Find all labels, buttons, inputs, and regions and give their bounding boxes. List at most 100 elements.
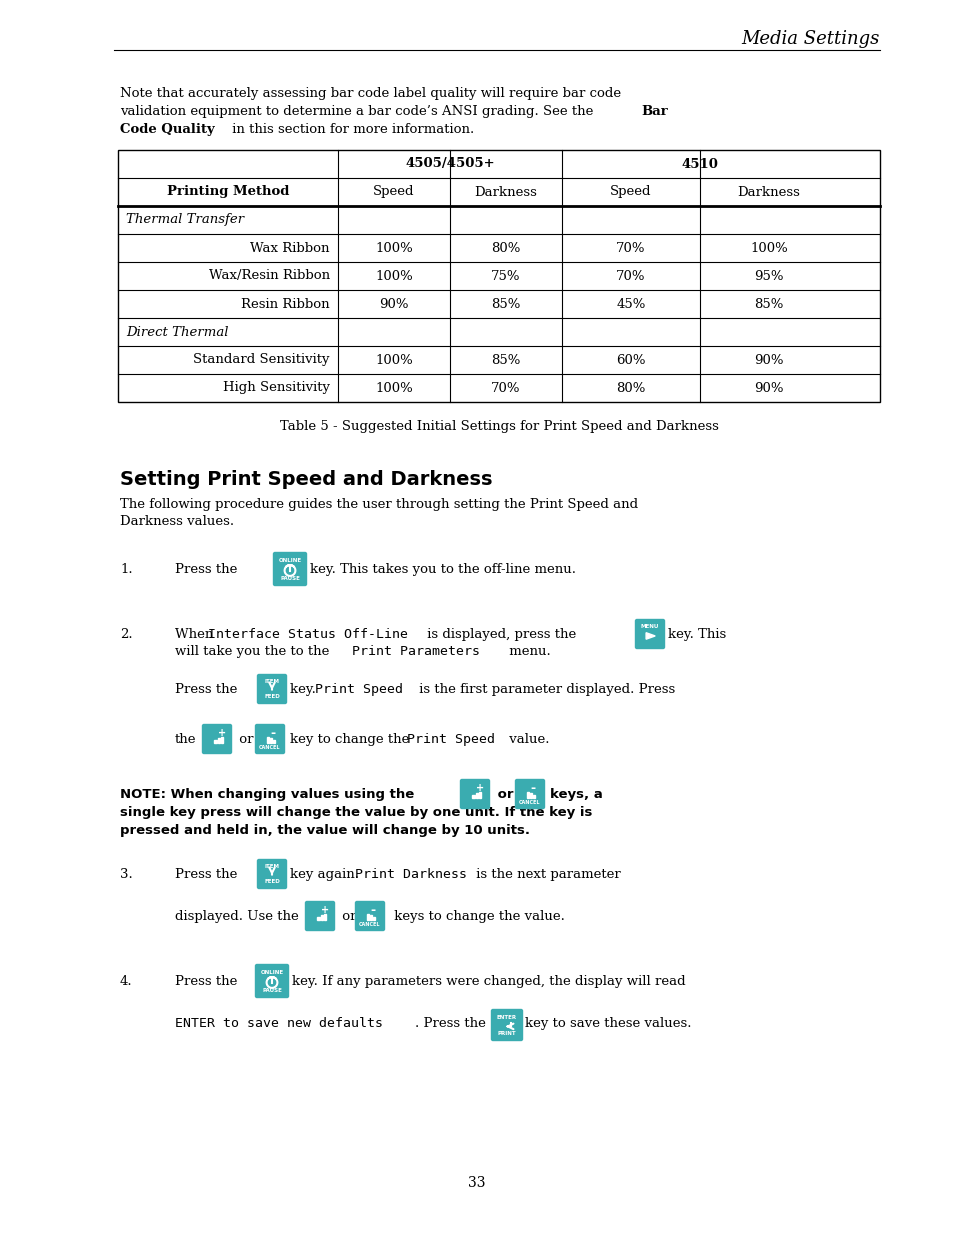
Text: 4.: 4.	[120, 974, 132, 988]
Text: 4510: 4510	[680, 158, 718, 170]
Text: Standard Sensitivity: Standard Sensitivity	[193, 353, 330, 367]
Text: the: the	[174, 734, 196, 746]
Bar	[472, 795, 475, 798]
Text: -: -	[370, 904, 375, 916]
Text: High Sensitivity: High Sensitivity	[223, 382, 330, 394]
Text: Thermal Transfer: Thermal Transfer	[126, 214, 244, 226]
Text: ITEM: ITEM	[264, 863, 279, 868]
Text: Direct Thermal: Direct Thermal	[126, 326, 229, 338]
Text: key to change the: key to change the	[290, 734, 414, 746]
FancyBboxPatch shape	[257, 860, 286, 888]
Text: key to save these values.: key to save these values.	[524, 1016, 691, 1030]
Bar	[118, 149, 879, 403]
Text: menu.: menu.	[504, 645, 550, 658]
Text: Table 5 - Suggested Initial Settings for Print Speed and Darkness: Table 5 - Suggested Initial Settings for…	[279, 420, 718, 433]
FancyBboxPatch shape	[491, 1009, 522, 1041]
Text: Darkness values.: Darkness values.	[120, 515, 233, 529]
Text: 70%: 70%	[616, 269, 645, 283]
Text: ONLINE: ONLINE	[260, 971, 283, 976]
Text: ONLINE: ONLINE	[278, 558, 301, 563]
Polygon shape	[645, 632, 655, 640]
Text: 100%: 100%	[375, 269, 413, 283]
Text: 85%: 85%	[491, 353, 520, 367]
FancyBboxPatch shape	[274, 552, 306, 585]
Bar	[370, 915, 372, 920]
Text: PAUSE: PAUSE	[280, 576, 299, 580]
Text: or: or	[234, 734, 253, 746]
Text: When: When	[174, 629, 217, 641]
Text: ITEM: ITEM	[264, 679, 279, 684]
Text: Darkness: Darkness	[737, 185, 800, 199]
Text: 90%: 90%	[379, 298, 408, 310]
Text: Speed: Speed	[610, 185, 651, 199]
Text: 33: 33	[468, 1176, 485, 1191]
Bar	[220, 736, 223, 743]
Text: key. This: key. This	[667, 629, 725, 641]
Bar	[533, 795, 535, 798]
Text: Resin Ribbon: Resin Ribbon	[241, 298, 330, 310]
Text: Print Speed: Print Speed	[407, 734, 495, 746]
Text: key. This takes you to the off-line menu.: key. This takes you to the off-line menu…	[310, 563, 576, 576]
Text: 70%: 70%	[491, 382, 520, 394]
Text: The following procedure guides the user through setting the Print Speed and: The following procedure guides the user …	[120, 498, 638, 511]
Text: Wax/Resin Ribbon: Wax/Resin Ribbon	[209, 269, 330, 283]
Bar	[323, 914, 326, 920]
Text: key.: key.	[290, 683, 320, 697]
Bar	[526, 792, 529, 798]
Text: NOTE: When changing values using the: NOTE: When changing values using the	[120, 788, 414, 802]
Bar	[530, 793, 532, 798]
Text: 100%: 100%	[375, 353, 413, 367]
Text: Bar: Bar	[640, 105, 667, 119]
Text: +: +	[217, 729, 226, 739]
Text: CANCEL: CANCEL	[359, 921, 380, 926]
FancyBboxPatch shape	[515, 779, 544, 809]
Text: 4505/4505+: 4505/4505+	[405, 158, 495, 170]
Text: ENTER to save new defaults: ENTER to save new defaults	[174, 1016, 382, 1030]
Text: Press the: Press the	[174, 683, 237, 697]
Text: 80%: 80%	[616, 382, 645, 394]
Bar	[273, 740, 275, 743]
Text: Speed: Speed	[373, 185, 415, 199]
Text: will take you the to the: will take you the to the	[174, 645, 334, 658]
Text: . Press the: . Press the	[415, 1016, 485, 1030]
Bar	[217, 739, 219, 743]
Text: displayed. Use the: displayed. Use the	[174, 910, 298, 923]
Text: Interface Status Off-Line: Interface Status Off-Line	[208, 629, 408, 641]
Text: -: -	[530, 782, 535, 795]
Text: +: +	[476, 783, 483, 793]
Text: keys, a: keys, a	[550, 788, 602, 802]
Text: 3.: 3.	[120, 868, 132, 881]
Text: CANCEL: CANCEL	[259, 745, 280, 750]
Text: Print Speed: Print Speed	[314, 683, 402, 697]
Text: pressed and held in, the value will change by 10 units.: pressed and held in, the value will chan…	[120, 824, 530, 837]
FancyBboxPatch shape	[355, 902, 384, 930]
Text: 100%: 100%	[749, 242, 787, 254]
Text: value.: value.	[504, 734, 549, 746]
Text: Setting Print Speed and Darkness: Setting Print Speed and Darkness	[120, 471, 492, 489]
Text: 45%: 45%	[616, 298, 645, 310]
Text: Print Darkness: Print Darkness	[355, 868, 467, 881]
Text: keys to change the value.: keys to change the value.	[390, 910, 564, 923]
Text: validation equipment to determine a bar code’s ANSI grading. See the: validation equipment to determine a bar …	[120, 105, 597, 119]
Text: CANCEL: CANCEL	[518, 800, 540, 805]
Text: is displayed, press the: is displayed, press the	[422, 629, 576, 641]
Text: PAUSE: PAUSE	[262, 988, 282, 993]
Text: Press the: Press the	[174, 974, 237, 988]
Bar	[478, 792, 480, 798]
Text: ENTER: ENTER	[497, 1015, 517, 1020]
Bar	[317, 916, 319, 920]
Text: key. If any parameters were changed, the display will read: key. If any parameters were changed, the…	[292, 974, 685, 988]
Text: MENU: MENU	[640, 624, 659, 629]
Text: Note that accurately assessing bar code label quality will require bar code: Note that accurately assessing bar code …	[120, 86, 620, 100]
Text: 85%: 85%	[754, 298, 782, 310]
FancyBboxPatch shape	[635, 620, 664, 648]
Text: 70%: 70%	[616, 242, 645, 254]
Text: 75%: 75%	[491, 269, 520, 283]
Text: FEED: FEED	[264, 879, 279, 884]
Text: 95%: 95%	[754, 269, 783, 283]
Bar	[475, 793, 477, 798]
FancyBboxPatch shape	[255, 725, 284, 753]
FancyBboxPatch shape	[202, 725, 232, 753]
Text: Code Quality: Code Quality	[120, 124, 214, 136]
Text: 80%: 80%	[491, 242, 520, 254]
